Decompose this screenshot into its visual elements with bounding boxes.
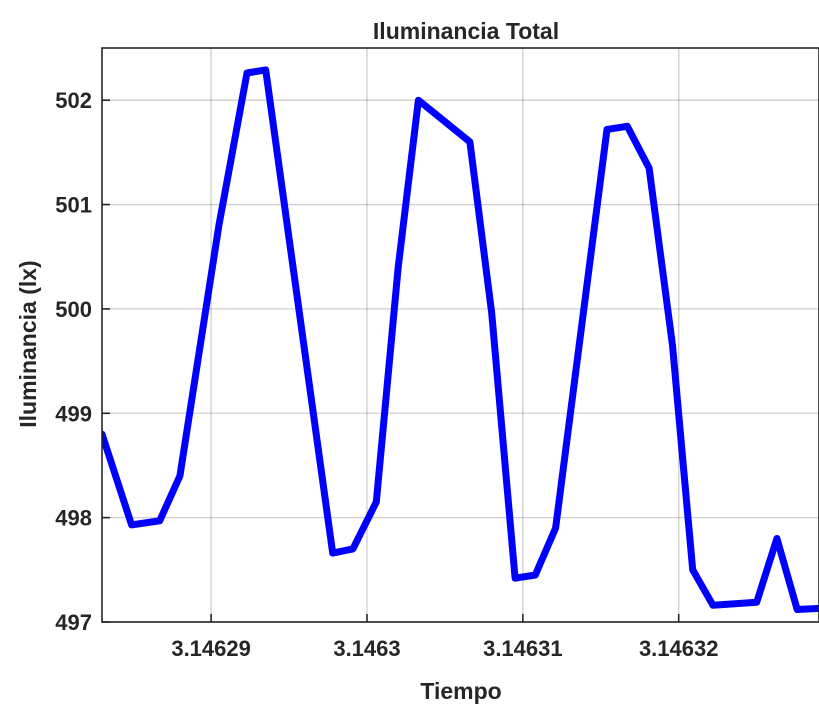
plot-area [101, 47, 819, 623]
y-tick-label: 498 [55, 506, 92, 531]
series-line [102, 66, 819, 613]
y-tick-label: 499 [55, 401, 92, 426]
chart-title: Iluminancia Total [373, 18, 559, 44]
x-axis-label: Tiempo [420, 678, 501, 704]
y-tick-label: 502 [55, 88, 92, 113]
x-tick-label: 3.1463 [333, 636, 400, 661]
y-tick-label: 497 [55, 610, 92, 635]
y-tick-label: 500 [55, 297, 92, 322]
series-layer [102, 66, 819, 613]
tick-layer: 3.14629 3.1463 3.14631 3.14632 497 498 499 500 5… [55, 88, 718, 661]
y-tick-label: 501 [55, 193, 92, 218]
x-tick-label: 3.14629 [171, 636, 251, 661]
x-tick-label: 3.14632 [639, 636, 719, 661]
x-tick-label: 3.14631 [483, 636, 563, 661]
y-axis-label: Iluminancia (lx) [15, 260, 41, 427]
